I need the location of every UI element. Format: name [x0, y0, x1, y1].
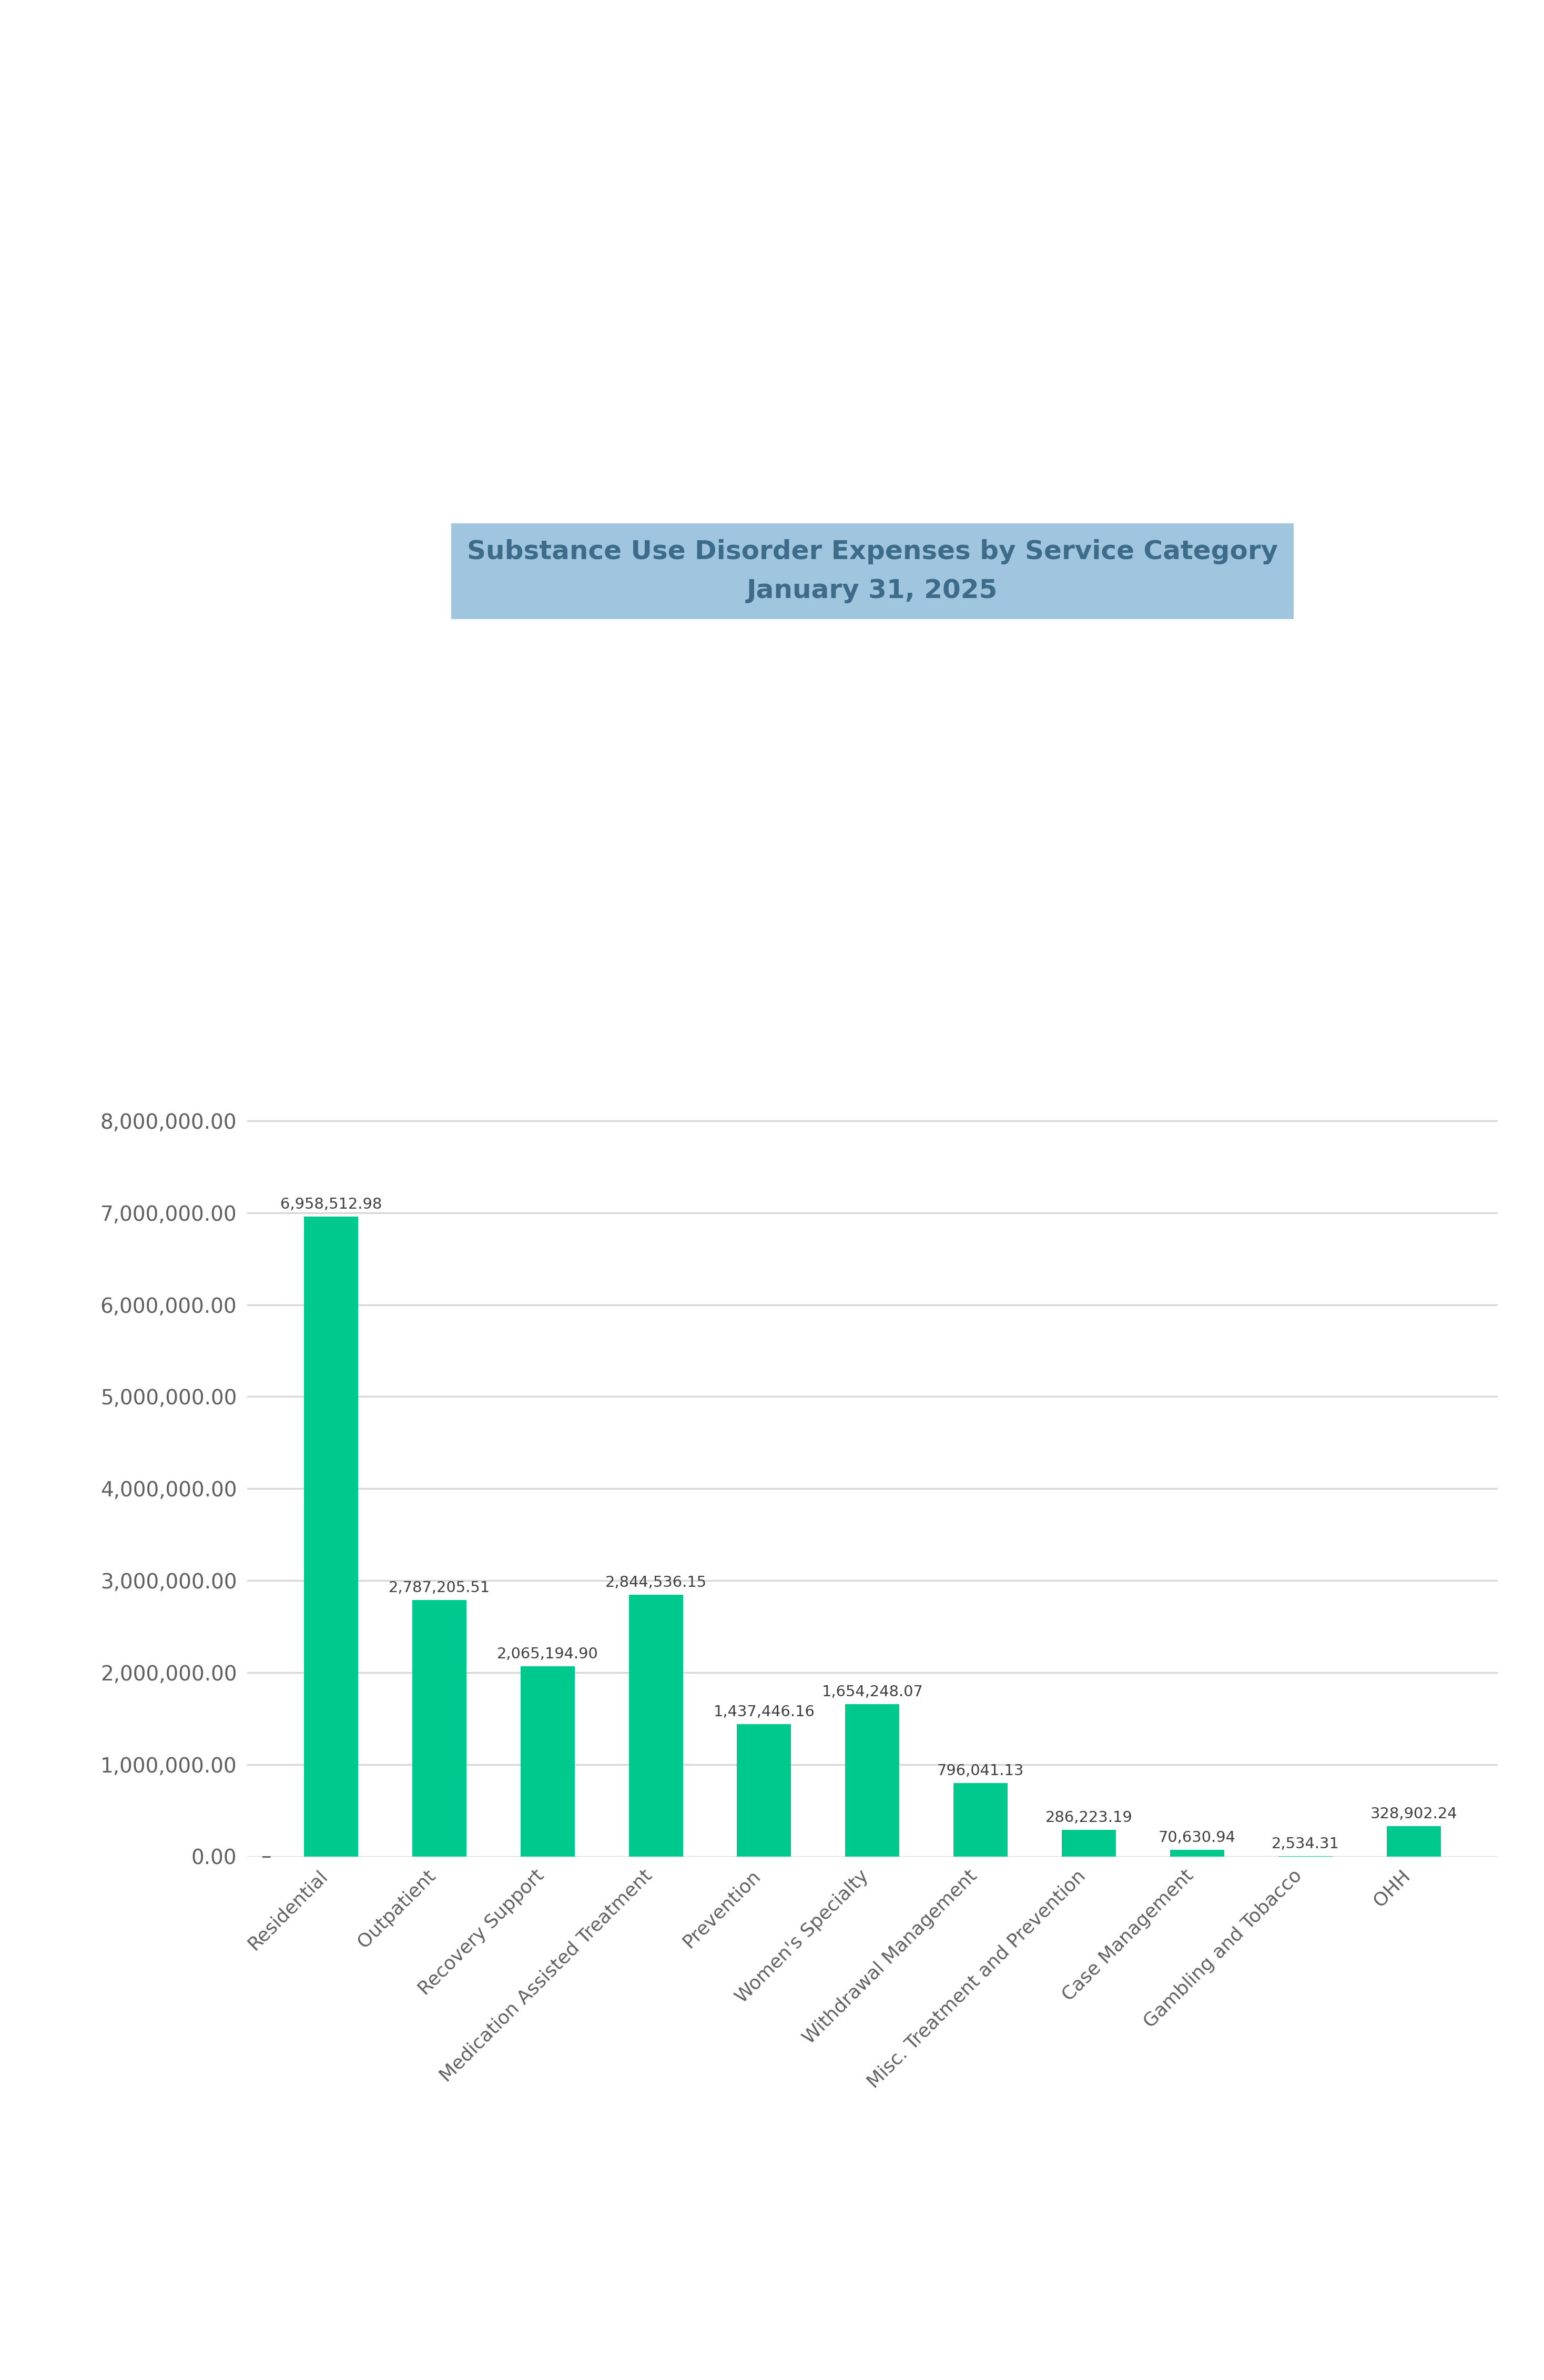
Bar	[412, 1599, 466, 1856]
Text: 2,534.31: 2,534.31	[1272, 1837, 1339, 1852]
Text: 328,902.24: 328,902.24	[1370, 1806, 1458, 1821]
Text: 2,787,205.51: 2,787,205.51	[389, 1580, 489, 1595]
Text: 6,958,512.98: 6,958,512.98	[279, 1197, 381, 1211]
Bar	[954, 1783, 1008, 1856]
Bar	[1170, 1849, 1224, 1856]
Bar	[845, 1704, 900, 1856]
Text: 70,630.94: 70,630.94	[1158, 1830, 1235, 1844]
Text: 2,065,194.90: 2,065,194.90	[497, 1647, 598, 1661]
Bar	[1062, 1830, 1116, 1856]
Text: 1,437,446.16: 1,437,446.16	[713, 1704, 815, 1718]
Bar	[304, 1216, 358, 1856]
Bar	[736, 1723, 791, 1856]
Text: 796,041.13: 796,041.13	[937, 1764, 1024, 1778]
Text: 2,844,536.15: 2,844,536.15	[605, 1576, 707, 1590]
Text: Substance Use Disorder Expenses by Service Category
January 31, 2025: Substance Use Disorder Expenses by Servi…	[466, 538, 1278, 605]
Text: –: –	[261, 1847, 272, 1866]
Bar	[628, 1595, 682, 1856]
Bar	[520, 1666, 574, 1856]
Bar	[1387, 1825, 1441, 1856]
Text: 286,223.19: 286,223.19	[1045, 1811, 1132, 1825]
Text: 1,654,248.07: 1,654,248.07	[821, 1685, 923, 1699]
